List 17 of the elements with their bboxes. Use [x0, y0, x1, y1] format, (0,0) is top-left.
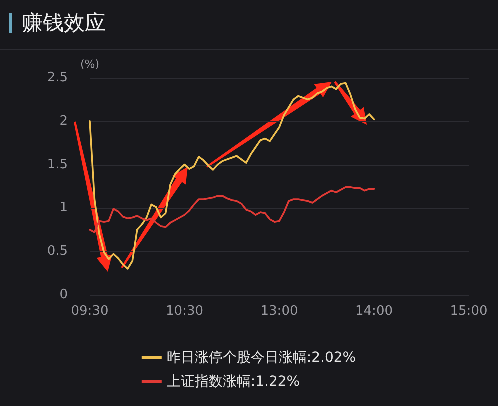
- x-tick-label: 15:00: [450, 304, 488, 319]
- chart-title: 赚钱效应: [22, 10, 106, 37]
- y-tick-label: 1: [60, 200, 68, 216]
- x-tick-label: 09:30: [71, 304, 109, 319]
- line-series: [89, 82, 376, 270]
- x-tick-label: 14:00: [356, 304, 393, 319]
- legend-label: 昨日涨停个股今日涨幅:2.02%: [166, 350, 356, 366]
- x-tick-label: 10:30: [166, 304, 204, 319]
- y-tick-label: 0: [60, 288, 68, 302]
- y-tick-label: 0.5: [47, 244, 68, 260]
- x-tick-label: 13:00: [260, 304, 298, 319]
- y-tick-label: 1.5: [47, 157, 68, 172]
- y-tick-label: 2.5: [47, 70, 68, 86]
- legend-label: 上证指数涨幅:1.22%: [166, 374, 300, 390]
- line-series: [89, 186, 376, 234]
- y-axis-title: (%): [80, 58, 100, 71]
- y-tick-label: 2: [60, 114, 68, 129]
